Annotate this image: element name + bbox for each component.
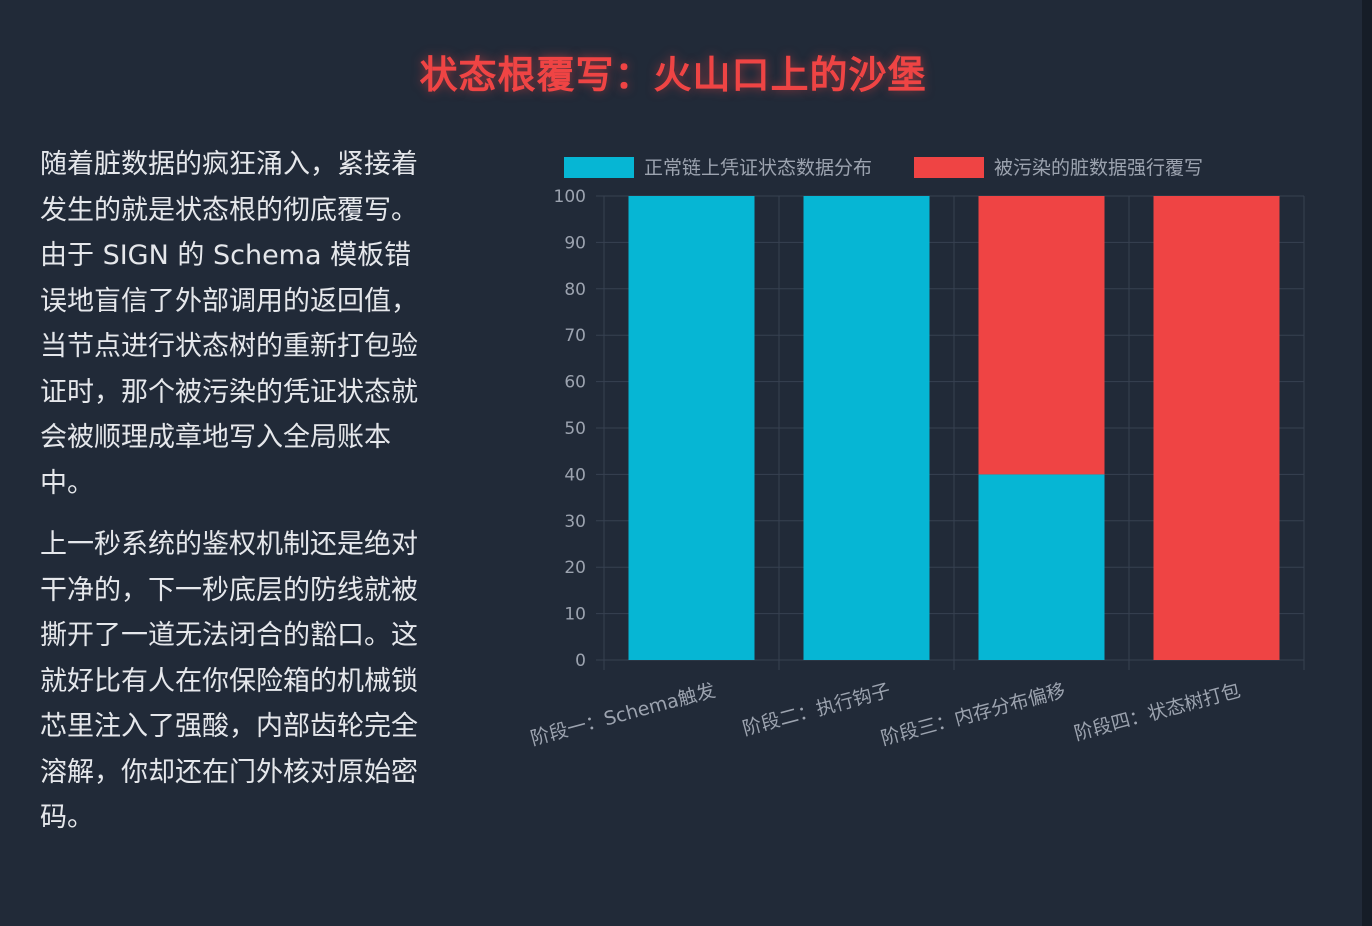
x-tick-label: 阶段一：Schema触发 bbox=[528, 680, 718, 751]
y-tick-label: 100 bbox=[554, 187, 586, 207]
x-tick-label: 阶段二：执行钩子 bbox=[740, 680, 893, 741]
legend-swatch bbox=[914, 157, 984, 178]
bar bbox=[978, 474, 1105, 660]
paragraph-2: 上一秒系统的鉴权机制还是绝对干净的，下一秒底层的防线就被撕开了一道无法闭合的豁口… bbox=[40, 529, 418, 833]
scrollbar-track[interactable] bbox=[1362, 0, 1372, 926]
article-text: 随着脏数据的疯狂涌入，紧接着发生的就是状态根的彻底覆写。由于 SIGN 的 Sc… bbox=[40, 142, 420, 857]
paragraph-1: 随着脏数据的疯狂涌入，紧接着发生的就是状态根的彻底覆写。由于 SIGN 的 Sc… bbox=[40, 149, 418, 499]
page-title: 状态根覆写：火山口上的沙堡 bbox=[419, 53, 927, 97]
y-tick-label: 90 bbox=[564, 233, 586, 253]
y-tick-label: 50 bbox=[564, 419, 586, 439]
legend-label: 被污染的脏数据强行覆写 bbox=[994, 157, 1203, 179]
x-tick-label: 阶段三：内存分布偏移 bbox=[879, 680, 1068, 750]
y-tick-label: 80 bbox=[564, 280, 586, 300]
y-tick-label: 30 bbox=[564, 512, 586, 532]
y-tick-label: 40 bbox=[564, 465, 586, 485]
y-tick-label: 10 bbox=[564, 605, 586, 625]
y-tick-label: 60 bbox=[564, 373, 586, 393]
bar bbox=[978, 196, 1105, 475]
y-tick-label: 0 bbox=[575, 651, 586, 671]
bar bbox=[1153, 196, 1280, 660]
x-tick-label: 阶段四：状态树打包 bbox=[1072, 680, 1243, 746]
bar bbox=[803, 196, 930, 660]
legend-label: 正常链上凭证状态数据分布 bbox=[644, 157, 872, 179]
chart-svg: 0 10 20 30 40 50 60 70 80 90 100 阶段一：Schema触发 阶段二：执行… bbox=[528, 157, 1305, 751]
legend-swatch bbox=[564, 157, 634, 178]
stacked-bar-chart: 0 10 20 30 40 50 60 70 80 90 100 阶段一：Schema触发 阶段二：执行… bbox=[470, 140, 1330, 760]
bar bbox=[628, 196, 755, 660]
y-tick-label: 20 bbox=[564, 558, 586, 578]
y-tick-label: 70 bbox=[564, 326, 586, 346]
